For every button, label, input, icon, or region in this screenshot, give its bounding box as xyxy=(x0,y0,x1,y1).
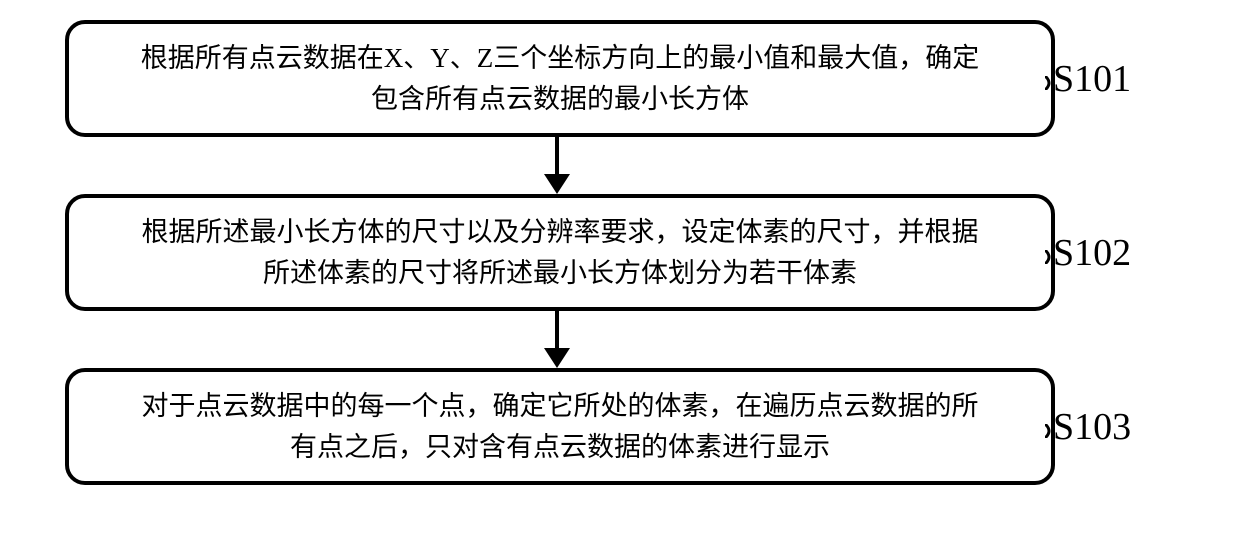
step-text-line1: 根据所述最小长方体的尺寸以及分辨率要求，设定体素的尺寸，并根据 xyxy=(142,217,979,247)
step-row-3: 对于点云数据中的每一个点，确定它所处的体素，在遍历点云数据的所 有点之后，只对含… xyxy=(30,368,1210,485)
step-row-1: 根据所有点云数据在X、Y、Z三个坐标方向上的最小值和最大值，确定 包含所有点云数… xyxy=(30,20,1210,137)
arrow-line xyxy=(555,311,559,349)
step-text-line2: 有点之后，只对含有点云数据的体素进行显示 xyxy=(290,432,830,462)
step-label-cell-1: S101 xyxy=(1055,57,1175,101)
step-box-s101: 根据所有点云数据在X、Y、Z三个坐标方向上的最小值和最大值，确定 包含所有点云数… xyxy=(65,20,1055,137)
step-label-cell-3: S103 xyxy=(1055,405,1175,449)
arrow-head-icon xyxy=(544,348,570,368)
step-row-2: 根据所述最小长方体的尺寸以及分辨率要求，设定体素的尺寸，并根据 所述体素的尺寸将… xyxy=(30,194,1210,311)
step-text-line2: 所述体素的尺寸将所述最小长方体划分为若干体素 xyxy=(263,258,857,288)
arrow-line xyxy=(555,137,559,175)
step-text-line1: 对于点云数据中的每一个点，确定它所处的体素，在遍历点云数据的所 xyxy=(142,391,979,421)
connector-curve-icon xyxy=(1045,76,1053,90)
step-box-s102: 根据所述最小长方体的尺寸以及分辨率要求，设定体素的尺寸，并根据 所述体素的尺寸将… xyxy=(65,194,1055,311)
step-text-line1: 根据所有点云数据在X、Y、Z三个坐标方向上的最小值和最大值，确定 xyxy=(141,43,980,73)
flowchart-container: 根据所有点云数据在X、Y、Z三个坐标方向上的最小值和最大值，确定 包含所有点云数… xyxy=(30,20,1210,485)
arrow-head-icon xyxy=(544,174,570,194)
step-text-line2: 包含所有点云数据的最小长方体 xyxy=(371,84,749,114)
arrow-1 xyxy=(544,137,570,194)
step-label: S102 xyxy=(1053,231,1131,275)
step-label-cell-2: S102 xyxy=(1055,231,1175,275)
step-label: S101 xyxy=(1053,57,1131,101)
step-label: S103 xyxy=(1053,405,1131,449)
arrow-2 xyxy=(544,311,570,368)
connector-curve-icon xyxy=(1045,250,1053,264)
connector-curve-icon xyxy=(1045,424,1053,438)
step-box-s103: 对于点云数据中的每一个点，确定它所处的体素，在遍历点云数据的所 有点之后，只对含… xyxy=(65,368,1055,485)
